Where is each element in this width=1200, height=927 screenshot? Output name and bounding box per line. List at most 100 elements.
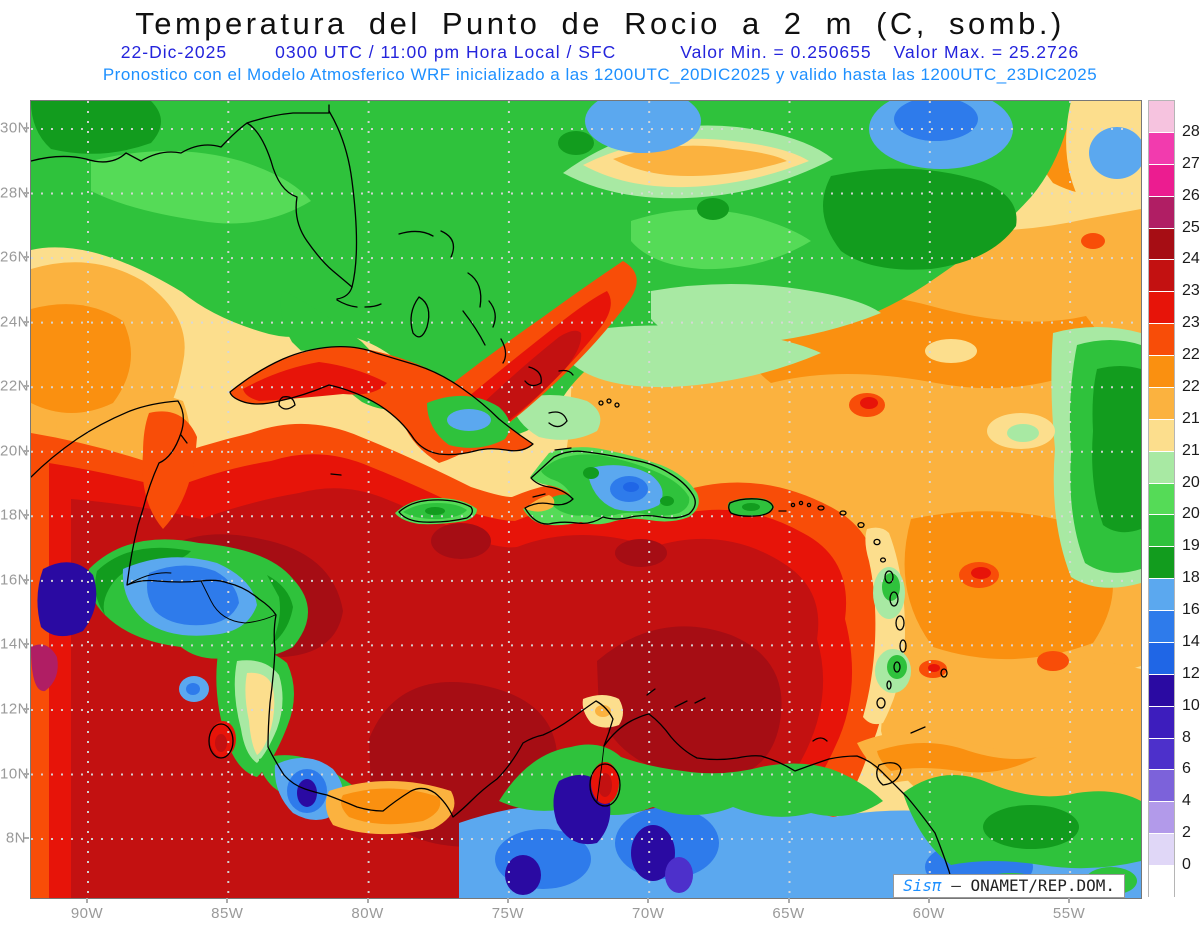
colorbar-segment: [1149, 674, 1174, 707]
colorbar-segment: [1149, 324, 1174, 356]
lon-tick-mark: [1068, 898, 1071, 903]
colorbar-segment: [1149, 228, 1174, 261]
colorbar-segment: [1149, 356, 1174, 388]
colorbar-segment: [1149, 834, 1174, 866]
colorbar-label: 16: [1182, 601, 1200, 619]
lon-tick-label: 65W: [772, 905, 805, 922]
lat-tick-mark: [24, 191, 29, 194]
lon-tick-label: 90W: [70, 905, 104, 922]
colorbar-segment: [1149, 866, 1174, 898]
colorbar-segment: [1149, 738, 1174, 771]
lat-tick-mark: [24, 256, 29, 259]
colorbar-segment: [1149, 547, 1174, 580]
lat-tick-label: 18N: [0, 506, 30, 524]
lat-tick-mark: [24, 385, 29, 388]
colorbar-segment: [1149, 579, 1174, 611]
lat-tick-mark: [24, 127, 29, 129]
colorbar-label: 21: [1182, 441, 1200, 459]
colorbar-label: 12: [1182, 664, 1200, 682]
colorbar-label: 6: [1182, 760, 1191, 778]
colorbar-label: 24.5: [1182, 250, 1200, 268]
watermark-dash: –: [941, 876, 971, 895]
lat-tick-label: 12N: [0, 700, 30, 718]
watermark-org: ONAMET/REP.DOM.: [970, 876, 1116, 895]
lat-tick-label: 16N: [0, 571, 30, 589]
lat-tick-label: 28N: [0, 184, 30, 202]
lat-tick-mark: [24, 643, 29, 646]
lat-tick-label: 30N: [0, 119, 30, 137]
lat-tick-label: 8N: [5, 829, 26, 847]
lon-tick-label: 55W: [1052, 905, 1086, 922]
colorbar-segment: [1149, 387, 1174, 420]
lon-tick-label: 60W: [912, 905, 945, 922]
colorbar-segment: [1149, 132, 1174, 165]
colorbar-segment: [1149, 802, 1174, 835]
colorbar-label: 14: [1182, 632, 1200, 650]
colorbar-segment: [1149, 260, 1174, 293]
colorbar-segment: [1149, 101, 1174, 133]
lon-tick-label: 80W: [351, 905, 384, 922]
colorbar-segment: [1149, 706, 1174, 739]
page-title: Temperatura del Punto de Rocio a 2 m (C,…: [135, 6, 1065, 41]
colorbar-label: 21.5: [1182, 409, 1200, 427]
colorbar-label: 4: [1182, 792, 1191, 810]
lat-tick-mark: [24, 707, 29, 710]
colorbar-label: 22: [1182, 377, 1200, 395]
colorbar-label: 20.5: [1182, 473, 1200, 491]
lon-tick-mark: [647, 898, 650, 903]
dewpoint-shading: [31, 101, 1141, 898]
lat-tick-label: 20N: [0, 442, 30, 460]
lat-tick-mark: [24, 772, 29, 775]
colorbar-segment: [1149, 451, 1174, 484]
lon-tick-mark: [927, 898, 930, 903]
colorbar-label: 10: [1182, 696, 1200, 714]
valid-date: 22-Dic-2025: [120, 42, 228, 62]
lat-tick-label: 10N: [0, 765, 30, 782]
colorbar-label: 22.5: [1182, 346, 1200, 364]
colorbar-label: 18: [1182, 569, 1200, 587]
colorbar-label: 28: [1182, 122, 1200, 140]
lon-tick-label: 85W: [211, 905, 244, 922]
colorbar-segment: [1149, 770, 1174, 803]
colorbar-segment: [1149, 196, 1174, 229]
lat-tick-label: 14N: [0, 635, 30, 653]
colorbar-label: 2: [1182, 824, 1191, 842]
lat-tick-label: 22N: [0, 377, 30, 395]
lon-tick-mark: [86, 898, 88, 903]
colorbar-segment: [1149, 483, 1174, 516]
lat-tick-mark: [24, 320, 29, 323]
colorbar-segment: [1149, 292, 1174, 325]
coastlines: [31, 104, 956, 898]
lat-tick-mark: [24, 837, 29, 840]
lat-tick-mark: [24, 449, 29, 452]
colorbar-segments: [1148, 100, 1175, 898]
subtitle-line2: Pronostico con el Modelo Atmosferico WRF…: [102, 65, 1098, 84]
valid-time: 0300 UTC / 11:00 pm Hora Local / SFC: [275, 42, 617, 62]
subtitle-line1: 22-Dic-2025 0300 UTC / 11:00 pm Hora Loc…: [0, 42, 1200, 63]
colorbar-label: 23: [1182, 314, 1200, 332]
watermark: Sisπ – ONAMET/REP.DOM.: [893, 874, 1125, 898]
lon-tick-mark: [366, 898, 369, 903]
colorbar-label: 23.5: [1182, 282, 1200, 300]
value-max: Valor Max. = 25.2726: [893, 42, 1080, 62]
colorbar-segment: [1149, 642, 1174, 675]
colorbar-label: 0: [1182, 856, 1191, 874]
lon-tick-label: 70W: [632, 905, 665, 922]
lon-tick-mark: [787, 898, 790, 903]
value-min: Valor Min. = 0.250655: [680, 42, 872, 62]
colorbar-label: 26: [1182, 186, 1200, 204]
lat-tick-label: 24N: [0, 313, 30, 331]
lat-tick-label: 26N: [0, 248, 30, 266]
colorbar-segment: [1149, 419, 1174, 452]
lat-tick-mark: [24, 514, 29, 517]
lon-tick-mark: [506, 898, 509, 903]
watermark-brand: Sisπ: [903, 876, 942, 895]
colorbar: 2827262524.523.52322.52221.52120.5201918…: [1148, 100, 1200, 898]
colorbar-label: 27: [1182, 154, 1200, 172]
colorbar-label: 25: [1182, 218, 1200, 236]
colorbar-segment: [1149, 611, 1174, 643]
lon-tick-mark: [226, 898, 229, 903]
lat-tick-mark: [24, 578, 29, 581]
lon-tick-label: 75W: [491, 905, 525, 922]
